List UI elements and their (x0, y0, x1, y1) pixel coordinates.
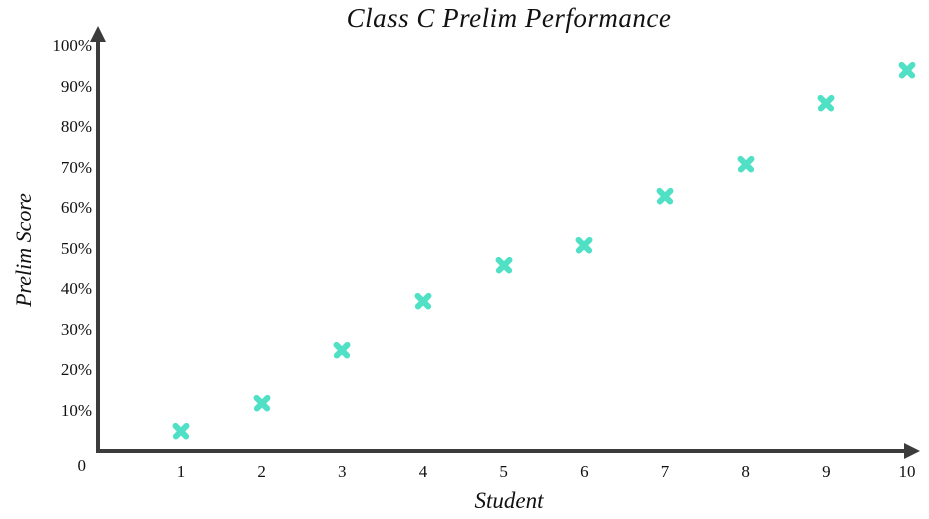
x-tick-label: 7 (660, 462, 670, 481)
x-tick-label: 2 (257, 462, 266, 481)
x-axis-title: Student (474, 488, 544, 513)
data-point-marker (253, 394, 271, 412)
y-tick-label: 50% (60, 238, 92, 258)
y-axis-line (96, 40, 100, 453)
x-tick-label: 3 (338, 462, 347, 481)
data-point-marker (414, 292, 432, 310)
x-tick-label: 8 (741, 462, 750, 481)
x-axis-arrow-icon (904, 443, 920, 459)
x-tick-label: 4 (418, 462, 428, 481)
y-tick-label: 100% (52, 36, 92, 55)
y-tick-label: 0 (77, 456, 87, 475)
y-tick-label: 20% (60, 360, 92, 380)
chart-title: Class C Prelim Performance (346, 3, 672, 33)
y-tick-label: 30% (60, 319, 92, 339)
y-tick-label: 40% (60, 279, 92, 299)
y-axis-arrow-icon (90, 26, 106, 42)
x-tick-label: 5 (499, 462, 508, 481)
x-tick-label: 1 (176, 462, 186, 481)
data-point-marker (737, 155, 755, 173)
data-point-marker (817, 94, 835, 112)
y-tick-label: 10% (60, 400, 92, 420)
data-point-marker (333, 341, 351, 359)
x-axis-line (96, 449, 906, 453)
data-point-marker (495, 256, 513, 274)
y-tick-label: 90% (60, 76, 92, 96)
data-point-marker (172, 422, 190, 440)
y-tick-label: 70% (60, 157, 92, 177)
data-point-marker (575, 236, 593, 254)
data-point-marker (898, 61, 916, 79)
x-tick-label: 10 (898, 462, 916, 481)
x-tick-label: 9 (822, 462, 831, 481)
y-tick-label: 60% (60, 198, 92, 218)
data-point-marker (656, 187, 674, 205)
x-tick-label: 6 (580, 462, 589, 481)
y-tick-label: 80% (60, 117, 92, 137)
